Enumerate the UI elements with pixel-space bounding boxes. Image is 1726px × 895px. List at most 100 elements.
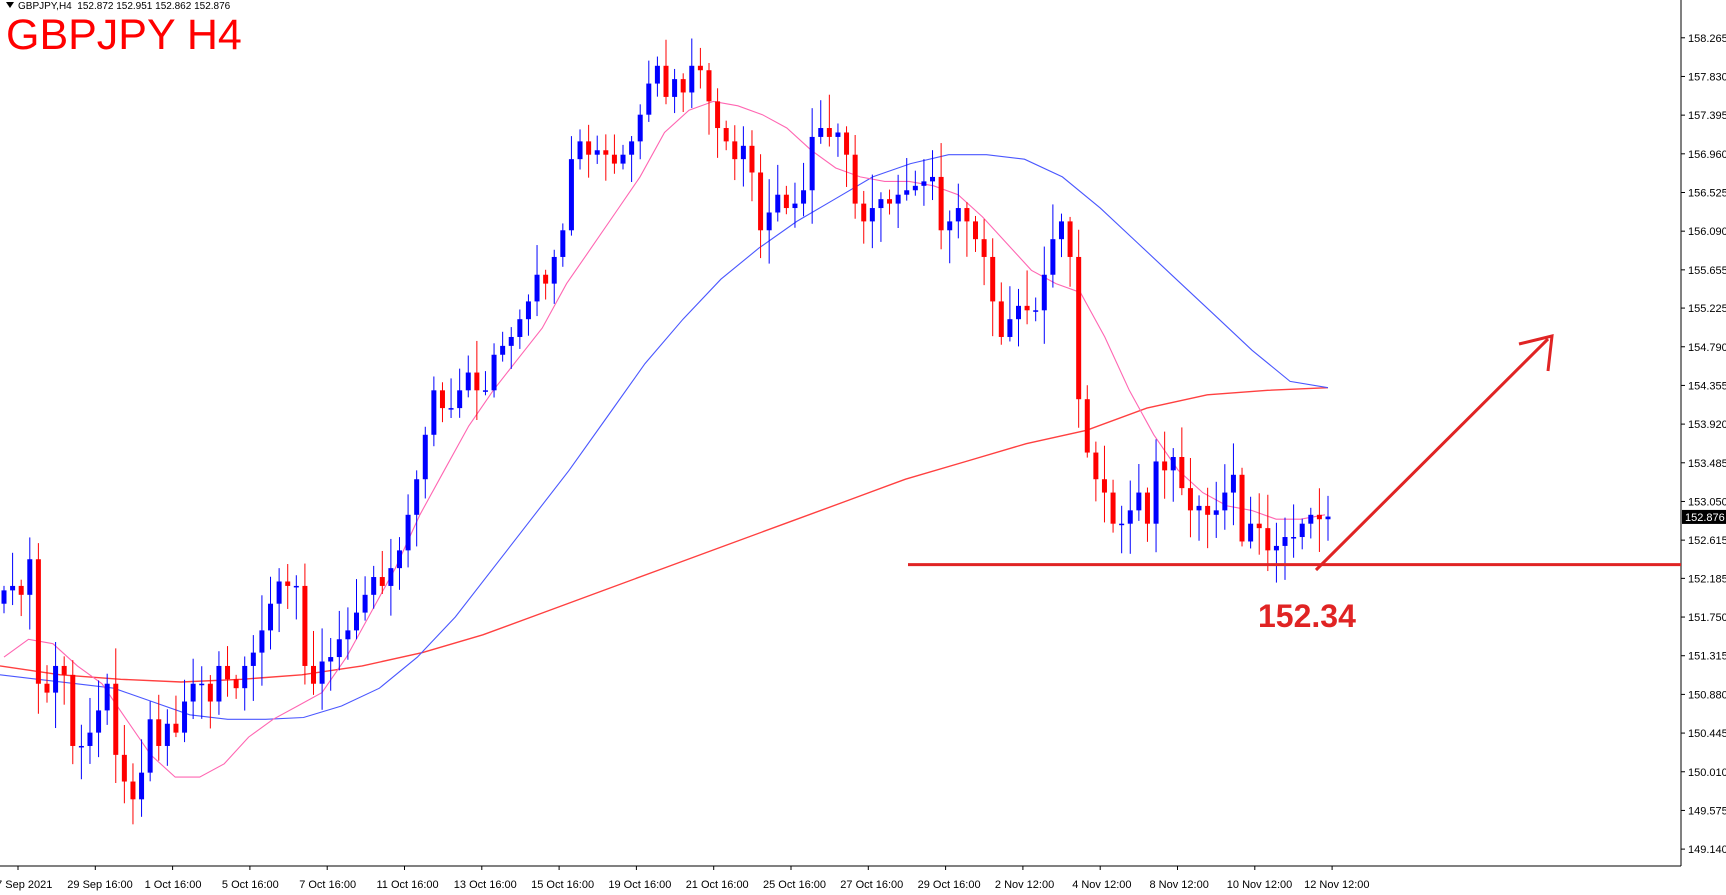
candle-body — [792, 203, 798, 209]
price-tick-label: 152.615 — [1688, 535, 1726, 547]
candle-body — [1058, 221, 1064, 240]
candle-body — [500, 345, 506, 355]
price-tick-label: 153.485 — [1688, 458, 1726, 470]
candle-body — [302, 585, 308, 666]
candle-body — [431, 390, 437, 435]
ma-slow-line — [0, 387, 1329, 683]
time-tick-label: 1 Oct 16:00 — [145, 879, 202, 891]
candle-body — [981, 239, 987, 257]
candle-body — [18, 585, 24, 595]
candle-body — [1050, 239, 1056, 275]
candle-body — [543, 274, 549, 284]
candle-body — [766, 212, 772, 231]
price-tick-label: 153.050 — [1688, 496, 1726, 508]
candle-body — [121, 754, 127, 782]
candle-body — [1033, 310, 1039, 312]
candle-body — [70, 674, 76, 746]
ohlc-values: 152.872 152.951 152.862 152.876 — [77, 1, 231, 12]
candle-body — [740, 145, 746, 160]
annotations — [908, 334, 1681, 572]
candle-body — [1248, 523, 1254, 542]
chart-header: GBPJPY,H4 152.872 152.951 152.862 152.87… — [6, 1, 230, 12]
time-tick-label: 12 Nov 12:00 — [1304, 879, 1369, 891]
time-tick-label: 11 Oct 16:00 — [377, 879, 439, 891]
candle-body — [139, 772, 145, 800]
candle-body — [379, 577, 385, 586]
candle-body — [706, 70, 712, 102]
candle-body — [285, 581, 291, 586]
candle-body — [603, 150, 609, 155]
candle-body — [749, 145, 755, 173]
price-tick-label: 156.525 — [1688, 187, 1726, 199]
candle-body — [551, 256, 557, 284]
candle-body — [1170, 457, 1176, 471]
candle-body — [457, 390, 463, 409]
price-tick-label: 155.655 — [1688, 265, 1726, 277]
price-tick-label: 157.830 — [1688, 71, 1726, 83]
candle-body — [1, 590, 7, 604]
candle-body — [1205, 505, 1211, 515]
candle-body — [396, 550, 402, 569]
candle-body — [87, 732, 93, 746]
candle-body — [474, 372, 480, 391]
candle-body — [869, 208, 875, 222]
candle-body — [732, 141, 738, 160]
ma-fast-line — [3, 100, 1326, 778]
candle-body — [10, 585, 16, 591]
candle-body — [568, 159, 574, 231]
candle-body — [1325, 516, 1331, 520]
candle-body — [448, 408, 454, 410]
candle-body — [465, 372, 471, 391]
candle-body — [1084, 399, 1090, 453]
candle-body — [439, 390, 445, 409]
candle-body — [482, 390, 488, 392]
candle-body — [216, 665, 222, 702]
x-axis: 27 Sep 2021 29 Sep 16:00 1 Oct 16:00 5 Oct … — [0, 865, 1681, 891]
candle-body — [1273, 545, 1279, 551]
candle-body — [775, 194, 781, 213]
time-tick-label: 5 Oct 16:00 — [222, 879, 279, 891]
time-tick-label: 19 Oct 16:00 — [608, 879, 671, 891]
candle-body — [1256, 523, 1262, 529]
candle-body — [268, 603, 274, 631]
candle-body — [276, 581, 282, 604]
candle-body — [1291, 537, 1297, 539]
candle-body — [104, 683, 110, 711]
candle-body — [1076, 256, 1082, 400]
candle-body — [835, 132, 841, 137]
candle-body — [973, 221, 979, 240]
candle-body — [259, 630, 265, 653]
candle-body — [293, 585, 299, 588]
candle-body — [1239, 474, 1245, 542]
price-tick-label: 153.920 — [1688, 419, 1726, 431]
time-tick-label: 29 Oct 16:00 — [918, 879, 981, 891]
chart-title: GBPJPY H4 — [6, 11, 242, 59]
candle-body — [1007, 319, 1013, 337]
candle-body — [1222, 492, 1228, 511]
candle-body — [1127, 510, 1133, 524]
price-tick-label: 156.960 — [1688, 149, 1726, 161]
time-tick-label: 27 Sep 2021 — [0, 879, 52, 891]
time-tick-label: 27 Oct 16:00 — [840, 879, 903, 891]
candle-body — [1196, 505, 1202, 511]
candle-body — [852, 154, 858, 204]
candle-body — [508, 336, 514, 346]
candle-body — [990, 256, 996, 302]
candle-body — [680, 79, 686, 93]
candle-body — [1015, 305, 1021, 320]
candle-body — [525, 301, 531, 320]
candle-body — [637, 114, 643, 142]
price-tick-label: 149.575 — [1688, 805, 1726, 817]
candle-body — [1316, 514, 1322, 520]
candle-body — [1162, 461, 1168, 471]
candle-body — [629, 141, 635, 155]
candle-body — [887, 199, 893, 204]
candle-body — [594, 150, 600, 155]
candle-body — [1101, 479, 1107, 493]
candle-body — [345, 630, 351, 640]
price-tick-label: 154.790 — [1688, 342, 1726, 354]
candle-body — [388, 568, 394, 586]
candle-body — [173, 723, 179, 733]
time-tick-label: 10 Nov 12:00 — [1227, 879, 1292, 891]
